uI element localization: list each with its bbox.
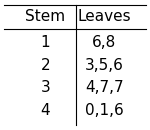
Text: Leaves: Leaves <box>78 9 131 24</box>
Text: 3: 3 <box>41 80 50 95</box>
Text: 6,8: 6,8 <box>92 35 117 50</box>
Text: 4: 4 <box>41 103 50 118</box>
Text: 4,7,7: 4,7,7 <box>85 80 124 95</box>
Text: 3,5,6: 3,5,6 <box>85 57 124 73</box>
Text: Stem: Stem <box>26 9 66 24</box>
Text: 1: 1 <box>41 35 50 50</box>
Text: 0,1,6: 0,1,6 <box>85 103 124 118</box>
Text: 2: 2 <box>41 57 50 73</box>
